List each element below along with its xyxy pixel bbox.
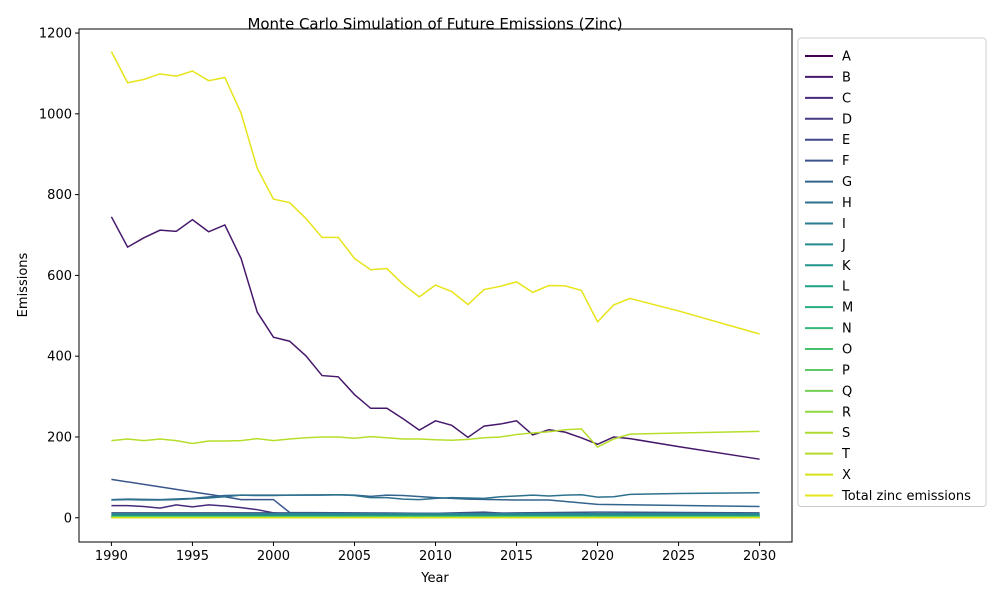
y-tick-label: 0 — [64, 511, 72, 526]
series-layer — [110, 51, 760, 519]
legend-entry-c: C — [842, 91, 851, 106]
legend-entry-n: N — [842, 322, 852, 337]
chart-title: Monte Carlo Simulation of Future Emissio… — [247, 15, 622, 33]
series-line-b — [110, 216, 760, 460]
x-tick-label: 2020 — [581, 549, 614, 564]
series-line-t — [111, 428, 760, 448]
y-axis: 0 200 400 600 800 1000 1200 — [39, 27, 79, 526]
legend-entry-k: K — [842, 259, 851, 274]
legend-entry-g: G — [842, 175, 852, 190]
legend-entry-j: J — [841, 238, 846, 253]
legend-entry-s: S — [842, 426, 850, 441]
x-tick-label: 1995 — [176, 549, 209, 564]
legend-entry-l: L — [842, 280, 850, 295]
y-axis-label: Emissions — [16, 252, 31, 317]
y-tick-label: 800 — [47, 188, 72, 203]
x-tick-label: 2030 — [743, 549, 776, 564]
x-axis-label: Year — [420, 571, 449, 586]
x-axis: 1990 1995 2000 2005 2010 2015 2020 2025 2030 — [95, 542, 776, 564]
legend-entry-f: F — [842, 154, 849, 169]
legend-entry-i: I — [842, 217, 846, 232]
legend-entry-h: H — [842, 196, 852, 211]
y-tick-label: 200 — [47, 430, 72, 445]
legend-box — [797, 37, 987, 507]
series-line-h — [111, 491, 760, 501]
legend-entry-a: A — [842, 50, 851, 65]
x-tick-label: 2005 — [338, 549, 371, 564]
series-line-f — [111, 478, 760, 515]
x-tick-label: 2025 — [662, 549, 695, 564]
legend-entry-x: X — [842, 468, 851, 483]
legend-entry-b: B — [842, 70, 851, 85]
y-tick-label: 600 — [47, 269, 72, 284]
legend-entry-o: O — [842, 343, 852, 358]
legend-entry-r: R — [842, 405, 851, 420]
x-tick-label: 2010 — [419, 549, 452, 564]
legend-entry-d: D — [842, 112, 852, 127]
legend-entry-p: P — [842, 363, 850, 378]
x-tick-label: 2000 — [257, 549, 290, 564]
legend-entry-total-zinc-emissions: Total zinc emissions — [841, 489, 971, 504]
y-tick-label: 400 — [47, 350, 72, 365]
y-tick-label: 1200 — [39, 27, 72, 42]
x-tick-label: 2015 — [500, 549, 533, 564]
series-line-total-zinc-emissions — [110, 51, 760, 335]
legend-entry-t: T — [841, 447, 850, 462]
legend-entry-q: Q — [842, 384, 852, 399]
y-tick-label: 1000 — [39, 107, 72, 122]
legend-entry-e: E — [842, 133, 850, 148]
legend-entry-m: M — [842, 301, 853, 316]
x-tick-label: 1990 — [95, 549, 128, 564]
